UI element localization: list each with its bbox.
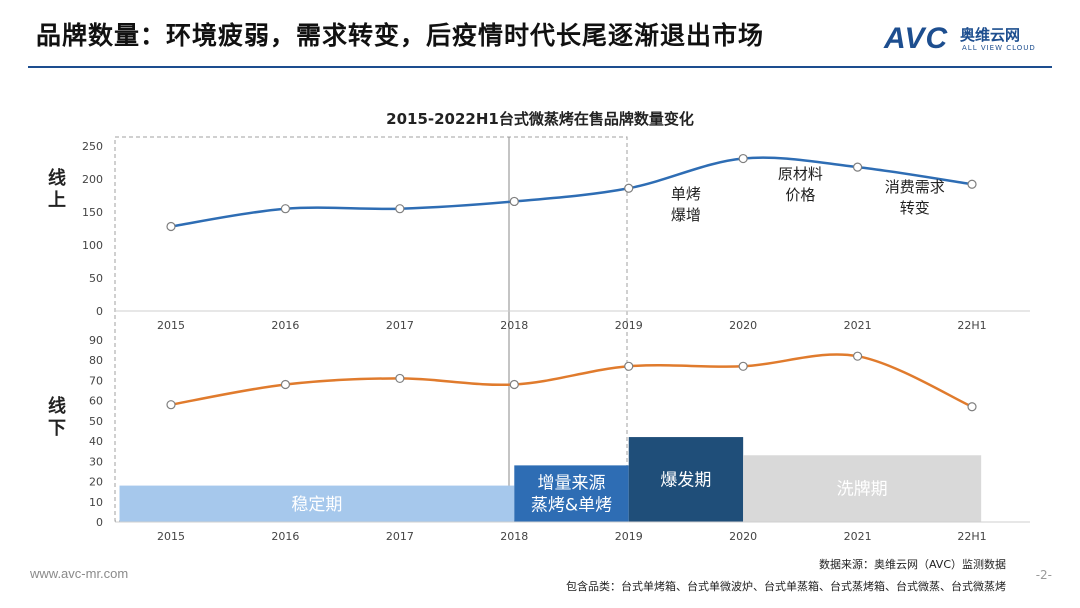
y-tick-label: 50 [89,272,103,285]
x-tick-label: 2019 [615,530,643,543]
data-point [738,361,748,371]
series-line-线下 [170,353,973,408]
phase-bar-2 [628,437,744,522]
y-tick-label: 200 [82,173,103,186]
phase-label: 蒸烤&单烤 [531,496,612,516]
data-point [280,204,291,214]
x-tick-label: 2015 [157,319,185,332]
logo-mark: AVC [884,22,949,55]
data-point [280,379,291,390]
data-point [738,153,748,164]
panel-label: 线 [48,167,66,189]
data-source: 数据来源：奥维云网（AVC）监测数据 [818,558,1006,571]
x-tick-label: 2021 [844,530,872,543]
category-note: 包含品类：台式单烤箱、台式单微波炉、台式单蒸箱、台式蒸烤箱、台式微蒸、台式微蒸烤 [566,580,1006,593]
phase-label: 增量来源 [538,474,606,494]
data-point [967,402,977,412]
data-point [166,221,176,232]
page-title: 品牌数量：环境疲弱，需求转变，后疫情时代长尾逐渐退出市场 [36,21,765,50]
data-point [624,361,634,371]
x-tick-label: 2020 [729,319,757,332]
phase-label: 洗牌期 [837,480,888,500]
data-point [624,183,634,193]
data-point [509,379,519,390]
x-tick-label: 2020 [729,530,757,543]
y-tick-label: 10 [89,496,103,509]
y-tick-label: 250 [82,140,103,153]
x-tick-label: 2015 [157,530,185,543]
panel-label: 下 [48,418,66,439]
y-tick-label: 20 [89,476,103,489]
x-tick-label: 2017 [386,319,414,332]
phase-bar-0 [119,485,515,522]
logo-name-cn: 奥维云网 [960,26,1021,44]
x-tick-label: 2018 [500,319,528,332]
y-tick-label: 90 [89,334,103,347]
y-tick-label: 150 [82,206,103,219]
data-point [509,196,519,207]
x-tick-label: 22H1 [957,319,986,332]
panel-label: 上 [48,190,66,211]
data-point [395,204,405,214]
x-tick-label: 2021 [844,319,872,332]
annotation: 消费需求 [885,178,945,196]
panel-label: 线 [48,395,66,417]
data-point [395,373,405,384]
data-point [852,162,863,172]
y-tick-label: 50 [89,415,103,428]
website-url: www.avc-mr.com [30,566,129,581]
phase-label: 爆发期 [660,471,711,491]
phase-bar-3 [743,455,982,522]
data-point [967,179,977,189]
brand-logo: AVC 奥维云网 ALL VIEW CLOUD [884,22,1052,56]
y-tick-label: 100 [82,239,103,252]
y-tick-label: 40 [89,435,103,448]
phase-bar-1 [514,465,629,522]
y-tick-label: 60 [89,395,103,408]
page-number: -2- [1035,568,1052,582]
annotation: 原材料 [778,165,823,183]
x-tick-label: 2016 [271,530,299,543]
annotation: 价格 [785,186,815,204]
data-point [852,351,863,361]
y-tick-label: 0 [96,305,103,318]
annotation: 单烤 [671,185,701,203]
data-point [166,400,176,410]
annotation: 爆增 [671,206,701,224]
x-tick-label: 2016 [271,319,299,332]
chart-title: 2015-2022H1台式微蒸烤在售品牌数量变化 [386,110,694,128]
header-divider [28,66,1052,68]
y-tick-label: 80 [89,354,103,367]
x-tick-label: 2018 [500,530,528,543]
y-tick-label: 0 [96,516,103,529]
logo-name-en: ALL VIEW CLOUD [962,44,1036,52]
y-tick-label: 70 [89,374,103,387]
y-tick-label: 30 [89,455,103,468]
annotation: 转变 [900,199,930,217]
series-line-线上 [170,156,973,228]
phase-label: 稳定期 [291,495,342,515]
x-tick-label: 2019 [615,319,643,332]
period-box-dashed [114,136,628,522]
x-tick-label: 2017 [386,530,414,543]
x-tick-label: 22H1 [957,530,986,543]
